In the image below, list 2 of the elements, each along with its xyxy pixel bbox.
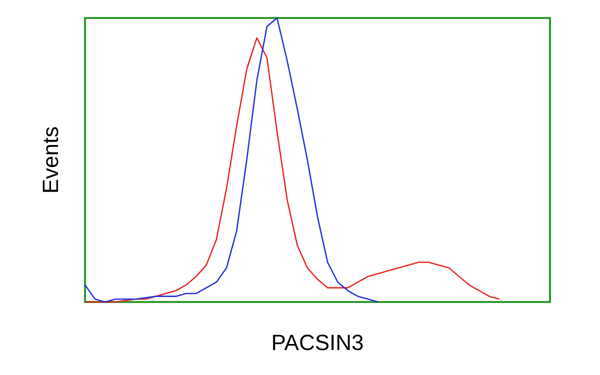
x-axis-title: PACSIN3 [271,330,364,355]
y-axis-title: Events [38,126,63,194]
